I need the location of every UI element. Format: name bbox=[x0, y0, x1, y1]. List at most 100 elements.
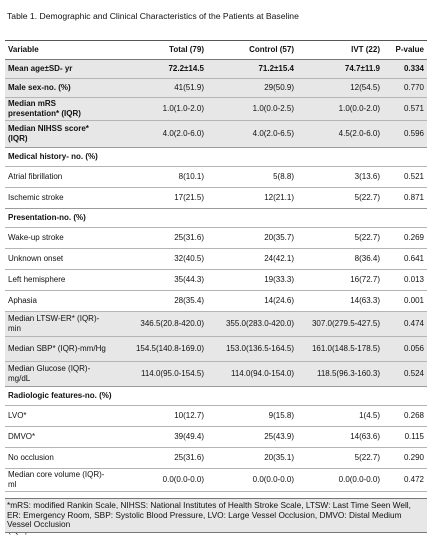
header-p-value: P-value bbox=[383, 41, 427, 60]
cell-p-value: 0.596 bbox=[383, 121, 427, 148]
cell-ivt: 307.0(279.5-427.5) bbox=[297, 312, 383, 337]
header-total: Total (79) bbox=[107, 41, 207, 60]
cell-total: 28(35.4) bbox=[107, 291, 207, 312]
cell-total: 25(31.6) bbox=[107, 448, 207, 469]
table-row: LVO*10(12.7)9(15.8)1(4.5)0.268 bbox=[5, 406, 427, 427]
cell-variable: Mean age±SD- yr bbox=[5, 60, 107, 79]
cell-variable: Aphasia bbox=[5, 291, 107, 312]
cell-p-value: 0.056 bbox=[383, 337, 427, 362]
cell-ivt: 4.5(2.0-6.0) bbox=[297, 121, 383, 148]
cell-control: 14(24.6) bbox=[207, 291, 297, 312]
table-header-row: Variable Total (79) Control (57) IVT (22… bbox=[5, 41, 427, 60]
cell-variable: No occlusion bbox=[5, 448, 107, 469]
cell-p-value: 0.474 bbox=[383, 312, 427, 337]
section-title: Radiologic features-no. (%) bbox=[5, 387, 427, 406]
cell-p-value: 0.871 bbox=[383, 188, 427, 209]
cell-total: 114.0(95.0-154.5) bbox=[107, 362, 207, 387]
cell-total: 25(31.6) bbox=[107, 228, 207, 249]
cell-control: 20(35.1) bbox=[207, 448, 297, 469]
header-ivt: IVT (22) bbox=[297, 41, 383, 60]
cell-control: 1.0(0.0-2.5) bbox=[207, 98, 297, 121]
cell-total: 346.5(20.8-420.0) bbox=[107, 312, 207, 337]
cell-p-value: 0.115 bbox=[383, 427, 427, 448]
cell-ivt: 16(72.7) bbox=[297, 270, 383, 291]
cell-ivt: 5(22.7) bbox=[297, 188, 383, 209]
cell-total: 72.2±14.5 bbox=[107, 60, 207, 79]
cell-p-value: 0.334 bbox=[383, 60, 427, 79]
cell-p-value: 0.290 bbox=[383, 448, 427, 469]
cell-p-value: 0.001 bbox=[383, 291, 427, 312]
cell-variable: Median mRS presentation* (IQR) bbox=[5, 98, 107, 121]
cell-total: 8(10.1) bbox=[107, 167, 207, 188]
cell-variable: DMVO* bbox=[5, 427, 107, 448]
section-header-row: Radiologic features-no. (%) bbox=[5, 387, 427, 406]
cell-total: 32(40.5) bbox=[107, 249, 207, 270]
cell-p-value: 0.472 bbox=[383, 469, 427, 492]
cell-variable: Median NIHSS score* (IQR) bbox=[5, 121, 107, 148]
cell-variable: Atrial fibrillation bbox=[5, 167, 107, 188]
cell-variable: Ischemic stroke bbox=[5, 188, 107, 209]
table-footnote: *mRS: modified Rankin Scale, NIHSS: Nati… bbox=[5, 498, 427, 533]
cell-control: 114.0(94.0-154.0) bbox=[207, 362, 297, 387]
cell-total: 17(21.5) bbox=[107, 188, 207, 209]
cell-total: 4.0(2.0-6.0) bbox=[107, 121, 207, 148]
table-row: Median core volume (IQR)-ml 0.0(0.0-0.0)0… bbox=[5, 469, 427, 492]
cell-control: 5(8.8) bbox=[207, 167, 297, 188]
cell-total: 154.5(140.8-169.0) bbox=[107, 337, 207, 362]
cell-ivt: 161.0(148.5-178.5) bbox=[297, 337, 383, 362]
cell-p-value: 0.770 bbox=[383, 79, 427, 98]
cell-ivt: 12(54.5) bbox=[297, 79, 383, 98]
cell-control: 25(43.9) bbox=[207, 427, 297, 448]
cell-variable: Median Glucose (IQR)- mg/dL bbox=[5, 362, 107, 387]
cell-control: 12(21.1) bbox=[207, 188, 297, 209]
cell-ivt: 3(13.6) bbox=[297, 167, 383, 188]
cell-p-value: 0.571 bbox=[383, 98, 427, 121]
cell-control: 71.2±15.4 bbox=[207, 60, 297, 79]
cell-ivt: 0.0(0.0-0.0) bbox=[297, 469, 383, 492]
cell-p-value: 0.013 bbox=[383, 270, 427, 291]
table-caption: Table 1. Demographic and Clinical Charac… bbox=[7, 11, 299, 21]
cell-p-value: 0.268 bbox=[383, 406, 427, 427]
cell-p-value: 0.521 bbox=[383, 167, 427, 188]
cell-p-value: 0.641 bbox=[383, 249, 427, 270]
cell-control: 20(35.7) bbox=[207, 228, 297, 249]
cell-ivt: 118.5(96.3-160.3) bbox=[297, 362, 383, 387]
table-row: Median NIHSS score* (IQR)4.0(2.0-6.0)4.0… bbox=[5, 121, 427, 148]
baseline-characteristics-table: Variable Total (79) Control (57) IVT (22… bbox=[5, 40, 427, 537]
cell-control: 19(33.3) bbox=[207, 270, 297, 291]
cell-variable: Wake-up stroke bbox=[5, 228, 107, 249]
cell-control: 4.0(2.0-6.5) bbox=[207, 121, 297, 148]
table-row: Male sex-no. (%)41(51.9)29(50.9)12(54.5)… bbox=[5, 79, 427, 98]
cell-variable: Male sex-no. (%) bbox=[5, 79, 107, 98]
cell-ivt: 1(4.5) bbox=[297, 406, 383, 427]
cell-control: 153.0(136.5-164.5) bbox=[207, 337, 297, 362]
cell-p-value: 0.524 bbox=[383, 362, 427, 387]
cell-variable: Unknown onset bbox=[5, 249, 107, 270]
cell-variable: LVO* bbox=[5, 406, 107, 427]
header-variable: Variable bbox=[5, 41, 107, 60]
cell-variable: Median core volume (IQR)-ml bbox=[5, 469, 107, 492]
cell-control: 355.0(283.0-420.0) bbox=[207, 312, 297, 337]
cell-variable: Median LTSW-ER* (IQR)-min bbox=[5, 312, 107, 337]
cell-p-value: 0.269 bbox=[383, 228, 427, 249]
cell-control: 29(50.9) bbox=[207, 79, 297, 98]
cell-ivt: 8(36.4) bbox=[297, 249, 383, 270]
cell-ivt: 5(22.7) bbox=[297, 448, 383, 469]
section-header-row: Presentation-no. (%) bbox=[5, 209, 427, 228]
cell-ivt: 74.7±11.9 bbox=[297, 60, 383, 79]
cell-total: 41(51.9) bbox=[107, 79, 207, 98]
cell-ivt: 14(63.6) bbox=[297, 427, 383, 448]
cell-variable: Median SBP* (IQR)-mm/Hg bbox=[5, 337, 107, 362]
cell-control: 24(42.1) bbox=[207, 249, 297, 270]
cell-variable: Left hemisphere bbox=[5, 270, 107, 291]
